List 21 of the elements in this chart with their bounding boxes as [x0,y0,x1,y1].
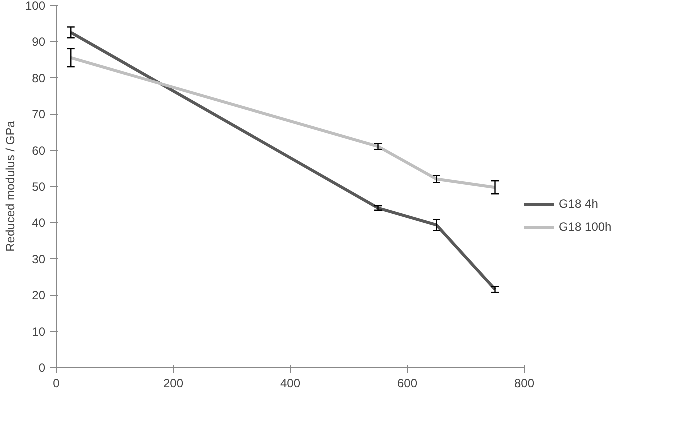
y-tick-label: 100 [25,0,46,13]
line-series [70,31,497,292]
y-tick-label: 40 [32,216,46,230]
x-tick-label: 200 [163,376,184,390]
x-tick-label: 400 [280,376,301,390]
y-tick-label: 30 [32,252,46,266]
legend-label: G18 100h [559,220,612,234]
x-tick-label: 0 [53,376,60,390]
legend-label: G18 4h [559,197,598,211]
x-tick-label: 600 [397,376,418,390]
y-tick-label: 80 [32,71,46,86]
y-tick-label: 0 [38,361,46,375]
y-tick-label: 20 [32,288,46,303]
y-tick-label: 50 [32,180,46,194]
y-tick-label: 60 [32,144,46,158]
x-tick-label: 800 [514,376,535,390]
line-series [70,56,497,190]
y-tick-label: 70 [32,108,46,122]
y-tick-label: 90 [32,35,46,50]
y-tick-label: 10 [32,324,46,339]
y-axis-title: Reduced modulus / GPa [3,120,18,252]
